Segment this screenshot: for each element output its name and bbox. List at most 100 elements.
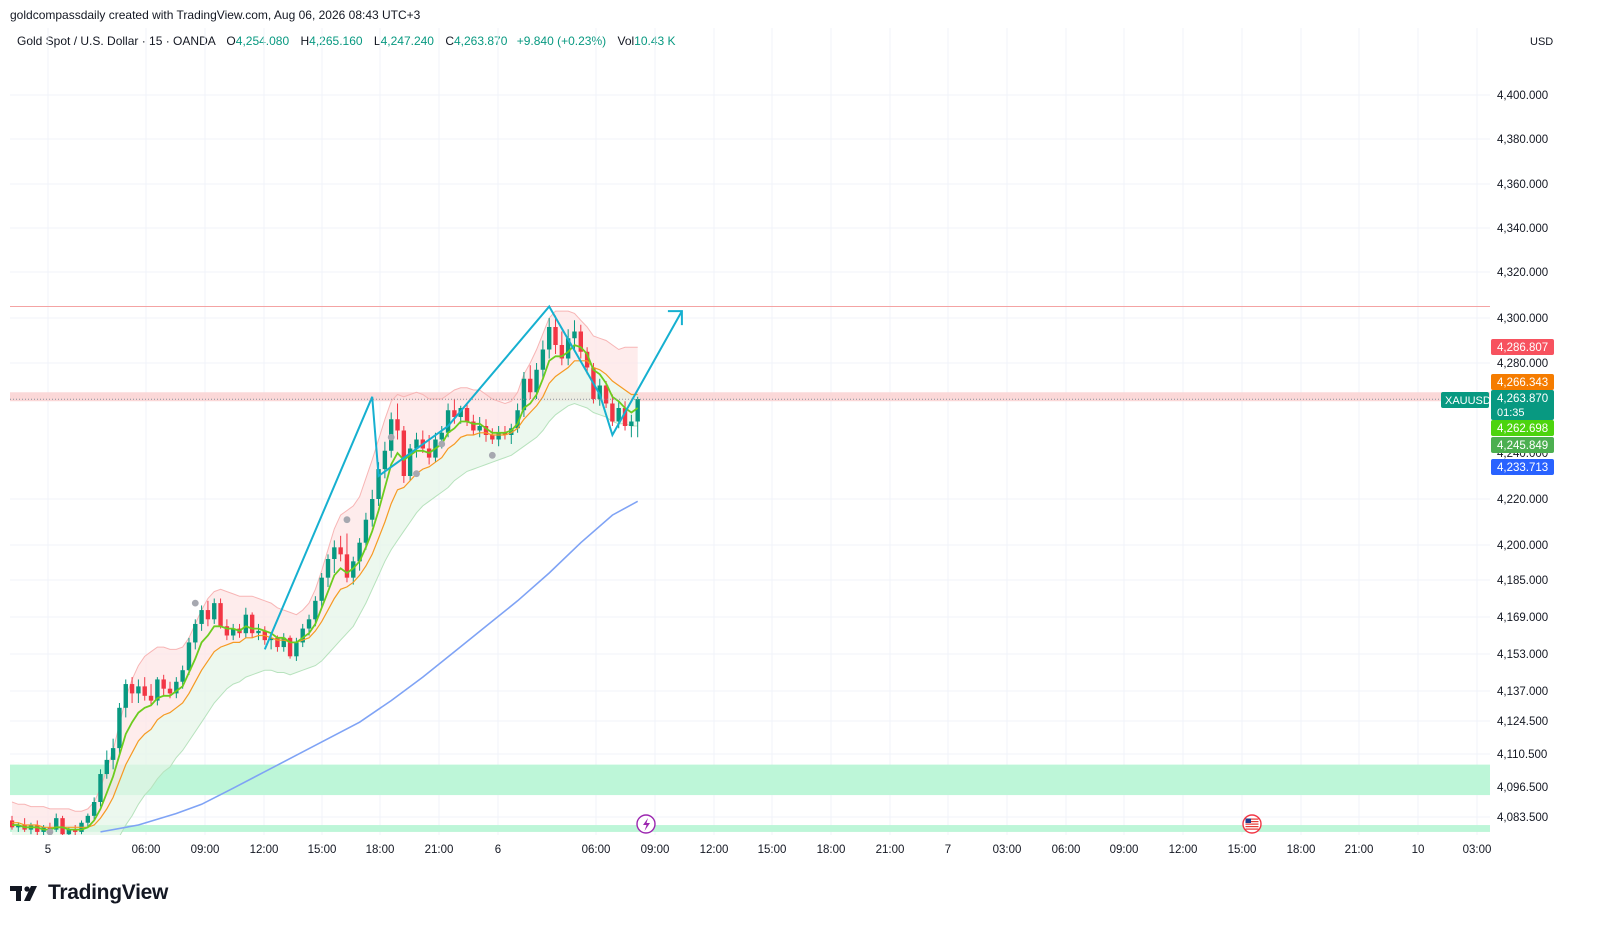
- candle[interactable]: [559, 331, 565, 366]
- us-flag-event-icon[interactable]: [1242, 814, 1262, 834]
- candle[interactable]: [123, 679, 128, 718]
- symbol-tag[interactable]: XAUUSD: [1441, 392, 1491, 408]
- candle[interactable]: [148, 684, 154, 706]
- candle[interactable]: [565, 329, 571, 366]
- candle[interactable]: [483, 419, 489, 442]
- price-tag-countdown: 01:35: [1497, 407, 1525, 419]
- candle[interactable]: [332, 540, 337, 573]
- candle[interactable]: [414, 432, 419, 458]
- signal-dot: [488, 451, 496, 459]
- candle[interactable]: [136, 679, 141, 703]
- lightning-event-icon[interactable]: [636, 814, 656, 834]
- candle[interactable]: [161, 674, 166, 696]
- candle[interactable]: [35, 820, 40, 836]
- x-axis-tick-label: 12:00: [700, 844, 729, 856]
- tradingview-logo-icon: [10, 886, 37, 901]
- candle[interactable]: [205, 600, 211, 627]
- x-axis-tick-label: 12:00: [250, 844, 279, 856]
- candle[interactable]: [199, 605, 204, 631]
- candle[interactable]: [629, 414, 634, 438]
- candle[interactable]: [243, 607, 249, 638]
- candle[interactable]: [287, 635, 293, 659]
- candle[interactable]: [193, 619, 198, 650]
- candle[interactable]: [578, 324, 583, 359]
- candle[interactable]: [357, 538, 362, 571]
- candle[interactable]: [597, 378, 602, 406]
- candle[interactable]: [528, 365, 533, 399]
- candle-body: [129, 684, 135, 694]
- candle[interactable]: [395, 403, 400, 440]
- y-axis-tick-label: 4,300.000: [1497, 313, 1548, 325]
- candle[interactable]: [471, 414, 476, 435]
- currency-label[interactable]: USD: [1530, 36, 1554, 48]
- candle-body: [629, 421, 634, 426]
- candle[interactable]: [363, 512, 369, 550]
- candle[interactable]: [60, 815, 65, 837]
- candle[interactable]: [281, 633, 286, 652]
- x-axis-tick-label: 06:00: [582, 844, 611, 856]
- candle[interactable]: [186, 637, 192, 675]
- candle[interactable]: [370, 489, 375, 527]
- candle[interactable]: [553, 315, 558, 354]
- candle[interactable]: [54, 813, 59, 832]
- candle[interactable]: [300, 623, 305, 648]
- candle-body: [622, 408, 628, 426]
- candle[interactable]: [496, 426, 501, 447]
- candle[interactable]: [635, 396, 640, 438]
- fast-moving-average-line: [12, 343, 639, 831]
- candle[interactable]: [91, 797, 97, 821]
- candle[interactable]: [603, 381, 609, 408]
- candle-body: [635, 399, 640, 422]
- candle[interactable]: [110, 738, 116, 770]
- x-axis-tick-label: 21:00: [1345, 844, 1374, 856]
- candle[interactable]: [85, 813, 91, 828]
- candle[interactable]: [104, 750, 109, 779]
- symbol-name[interactable]: Gold Spot / U.S. Dollar · 15 · OANDA: [17, 34, 216, 48]
- pattern-drawing[interactable]: [263, 304, 683, 650]
- candle[interactable]: [401, 426, 407, 483]
- candle-body: [180, 670, 185, 682]
- candle[interactable]: [142, 677, 147, 701]
- price-chart[interactable]: 5 06:00 09:00 12:00 15:00 18:00 21:00 6 06:00 09:…: [0, 0, 1600, 870]
- candle-body: [351, 561, 356, 578]
- gridlines: [10, 28, 1490, 835]
- candle[interactable]: [509, 423, 514, 444]
- price-tag-label: 4,262.698: [1497, 423, 1548, 435]
- candle[interactable]: [344, 533, 350, 583]
- lightning-glyph: [643, 818, 650, 831]
- candle[interactable]: [477, 417, 482, 438]
- y-axis-tick-label: 4,220.000: [1497, 494, 1548, 506]
- candle[interactable]: [129, 677, 135, 703]
- x-axis-tick-label: 21:00: [425, 844, 454, 856]
- candle[interactable]: [610, 394, 615, 427]
- us-flag-stripe: [1245, 826, 1259, 828]
- slow-moving-average-line: [100, 500, 639, 833]
- candle[interactable]: [622, 401, 628, 431]
- candle[interactable]: [218, 598, 223, 629]
- high-value: 4,265.160: [309, 34, 363, 48]
- candle-body: [547, 327, 552, 350]
- candle[interactable]: [325, 554, 331, 587]
- candle[interactable]: [319, 573, 324, 608]
- candle[interactable]: [540, 340, 546, 379]
- y-axis-tick-label: 4,169.000: [1497, 612, 1548, 624]
- candle[interactable]: [338, 535, 343, 562]
- candle[interactable]: [117, 703, 122, 756]
- candle[interactable]: [155, 677, 160, 706]
- y-axis-tick-label: 4,185.000: [1497, 575, 1548, 587]
- candle[interactable]: [490, 428, 495, 444]
- candle[interactable]: [249, 612, 255, 638]
- candle[interactable]: [98, 769, 103, 807]
- candle[interactable]: [212, 598, 217, 624]
- candle[interactable]: [174, 677, 179, 699]
- candle[interactable]: [256, 623, 261, 641]
- candle[interactable]: [313, 596, 318, 627]
- pattern-arrow-head: [667, 310, 683, 326]
- candle[interactable]: [407, 444, 413, 481]
- signal-dot: [191, 599, 199, 607]
- candle[interactable]: [445, 403, 451, 438]
- candle[interactable]: [224, 619, 230, 641]
- candle[interactable]: [547, 318, 552, 359]
- candle[interactable]: [231, 623, 236, 641]
- candle[interactable]: [351, 556, 356, 585]
